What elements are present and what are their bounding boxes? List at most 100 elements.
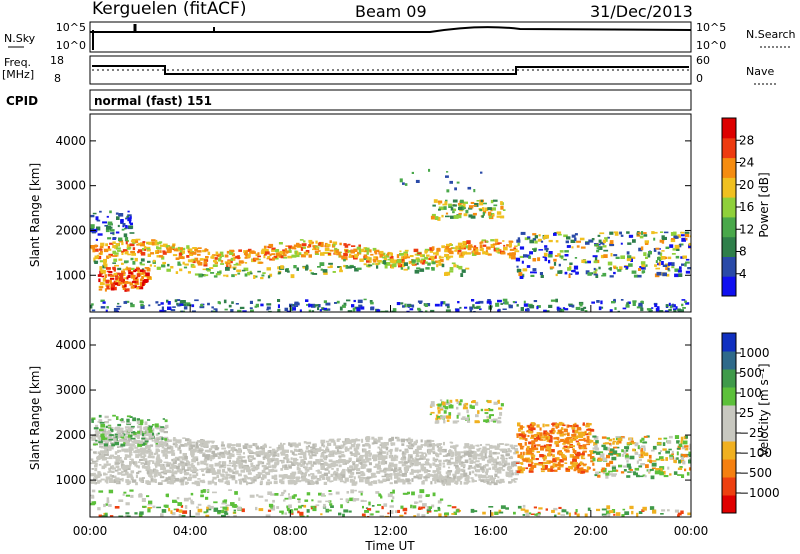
velocity-cell-main-band bbox=[498, 463, 503, 466]
velocity-cell-near-range bbox=[303, 504, 307, 508]
power-cell-near-range bbox=[636, 306, 642, 309]
velocity-cell-near-range bbox=[560, 514, 566, 516]
velocity-cell-main-band bbox=[308, 473, 311, 477]
velocity-cell-main-band bbox=[336, 449, 339, 453]
power-colorbar-swatch bbox=[722, 216, 736, 238]
power-cell-early-patch bbox=[142, 269, 146, 274]
velocity-cell-late-orange bbox=[583, 463, 587, 466]
velocity-cell-main-band bbox=[323, 458, 327, 461]
velocity-cell-late-mixed bbox=[601, 453, 605, 457]
velocity-cell-main-band bbox=[280, 451, 286, 456]
power-cell-near-range bbox=[475, 302, 480, 304]
power-cell-main-band bbox=[196, 250, 202, 253]
power-cell-main-band bbox=[189, 248, 193, 252]
velocity-cell-main-band bbox=[210, 467, 216, 472]
velocity-cell-main-band bbox=[98, 454, 103, 458]
power-cell-main-band bbox=[202, 249, 207, 253]
velocity-cell-late-mixed bbox=[624, 446, 630, 450]
power-cell-main-band bbox=[107, 246, 110, 250]
velocity-cell-main-band bbox=[161, 444, 165, 449]
power-cell-late-band bbox=[630, 256, 636, 259]
velocity-cell-main-band bbox=[163, 431, 168, 434]
velocity-cell-main-band bbox=[221, 454, 226, 459]
velocity-cell-near-range bbox=[190, 515, 196, 517]
velocity-cell-main-band bbox=[394, 436, 399, 439]
power-cell-early-high bbox=[125, 217, 128, 220]
velocity-cell-late-orange bbox=[537, 437, 541, 440]
power-cell-main-band bbox=[476, 252, 481, 255]
velocity-cell-early-high bbox=[144, 421, 148, 426]
velocity-cell-main-band bbox=[185, 438, 190, 442]
velocity-cell-main-band bbox=[278, 445, 282, 449]
velocity-cell-low-scatter bbox=[421, 489, 425, 493]
power-cell-near-range bbox=[91, 309, 96, 312]
velocity-cell-main-band bbox=[125, 429, 130, 431]
velocity-cell-main-band bbox=[100, 446, 104, 449]
velocity-cell-main-band bbox=[481, 457, 485, 461]
velocity-cell-late-mixed bbox=[633, 471, 637, 475]
velocity-cell-main-band bbox=[237, 448, 242, 452]
velocity-cell-main-band bbox=[121, 477, 124, 482]
velocity-cell-main-band bbox=[366, 459, 370, 463]
power-cell-lower-band bbox=[353, 266, 356, 268]
velocity-cell-main-band bbox=[147, 472, 153, 476]
velocity-cell-main-band bbox=[264, 452, 269, 456]
velocity-cell-main-band bbox=[164, 455, 168, 459]
velocity-cell-main-band bbox=[247, 450, 253, 453]
velocity-cell-main-band bbox=[290, 450, 293, 453]
power-cell-late-band bbox=[574, 233, 578, 236]
velocity-cell-main-band bbox=[288, 480, 293, 485]
velocity-cell-main-band bbox=[333, 478, 338, 481]
power-cell-near-range bbox=[555, 298, 558, 303]
velocity-cell-main-band bbox=[331, 450, 336, 455]
power-cell-lower-band bbox=[198, 273, 203, 278]
velocity-cell-main-band bbox=[105, 476, 111, 480]
velocity-cell-low-scatter bbox=[200, 494, 204, 498]
velocity-cell-late-mixed bbox=[612, 469, 617, 472]
power-cell-late-band bbox=[602, 243, 605, 245]
velocity-cell-main-band bbox=[247, 472, 252, 475]
velocity-cell-main-band bbox=[324, 461, 327, 464]
velocity-cell-main-band bbox=[100, 478, 105, 481]
velocity-cell-main-band bbox=[401, 473, 407, 477]
power-cell-early-high bbox=[107, 221, 113, 226]
velocity-cell-low-scatter bbox=[249, 494, 255, 498]
velocity-cell-low-scatter bbox=[152, 505, 156, 509]
velocity-cell-main-band bbox=[497, 479, 500, 482]
velocity-cell-main-band bbox=[153, 473, 158, 477]
velocity-cell-late-orange bbox=[527, 435, 530, 438]
power-cell-lower-band bbox=[266, 267, 271, 271]
power-cell-main-band bbox=[374, 250, 377, 253]
velocity-cell-main-band bbox=[221, 447, 226, 450]
velocity-cell-late-mixed bbox=[688, 448, 691, 450]
velocity-cell-main-band bbox=[172, 464, 177, 469]
velocity-cell-late-mixed bbox=[685, 435, 688, 439]
power-cell-main-band bbox=[181, 256, 185, 260]
velocity-cell-early-high bbox=[165, 424, 169, 429]
power-cell-near-range bbox=[396, 302, 401, 306]
velocity-cell-main-band bbox=[474, 480, 477, 482]
velocity-cell-late-orange bbox=[576, 451, 581, 456]
power-cell-main-band bbox=[374, 252, 378, 255]
velocity-cell-main-band bbox=[271, 475, 275, 479]
velocity-cell-main-band bbox=[307, 460, 313, 465]
velocity-cell-main-band bbox=[365, 456, 369, 460]
velocity-cell-main-band bbox=[190, 441, 196, 444]
power-cell-main-band bbox=[434, 260, 440, 264]
power-cell-late-band bbox=[657, 263, 660, 266]
velocity-cell-main-band bbox=[281, 460, 285, 464]
velocity-cell-main-band bbox=[280, 442, 283, 445]
velocity-cell-main-band bbox=[439, 474, 442, 477]
power-cell-lower-band bbox=[305, 266, 308, 271]
velocity-cell-main-band bbox=[436, 467, 439, 471]
velocity-cell-late-mixed bbox=[626, 460, 629, 463]
velocity-cell-low-scatter bbox=[340, 504, 343, 509]
velocity-cell-main-band bbox=[227, 446, 230, 449]
freq-tick-top: 18 bbox=[50, 54, 64, 67]
power-colorbar-tick-label: 4 bbox=[739, 267, 747, 281]
x-tick-label: 08:00 bbox=[273, 524, 308, 538]
velocity-cell-main-band bbox=[427, 451, 431, 455]
velocity-cell-main-band bbox=[90, 448, 93, 451]
power-cell-main-band bbox=[186, 255, 190, 258]
power-cell-early-patch bbox=[112, 266, 116, 270]
